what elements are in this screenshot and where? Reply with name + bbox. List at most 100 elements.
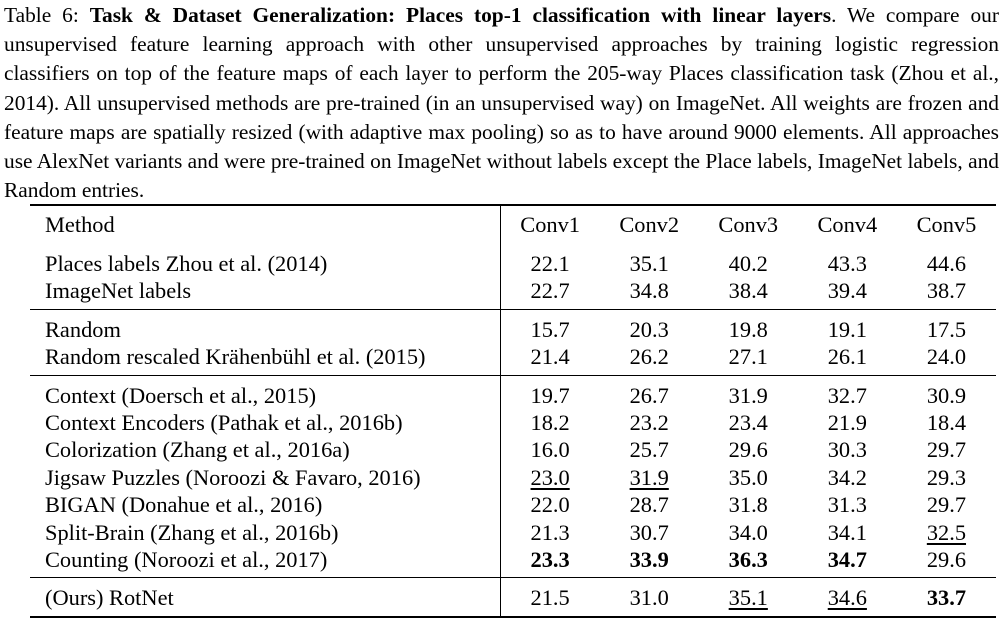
value-cell: 22.7 xyxy=(499,277,600,310)
accuracy-value: 26.1 xyxy=(827,344,867,370)
accuracy-value: 31.0 xyxy=(629,585,669,611)
accuracy-value: 18.4 xyxy=(926,410,967,436)
value-cell: 33.9 xyxy=(600,546,699,578)
value-cell: 18.4 xyxy=(897,409,996,436)
value-cell: 23.3 xyxy=(499,546,600,578)
accuracy-value: 31.9 xyxy=(728,382,768,408)
accuracy-value: 35.1 xyxy=(629,251,669,276)
results-table: Method Conv1 Conv2 Conv3 Conv4 Conv5 Pla… xyxy=(30,204,996,618)
value-cell: 39.4 xyxy=(798,277,897,309)
accuracy-value: 27.1 xyxy=(728,344,768,370)
value-cell: 38.7 xyxy=(897,277,996,309)
value-cell: 34.2 xyxy=(798,464,897,491)
table-row: Colorization (Zhang et al., 2016a) 16.0 25… xyxy=(30,436,996,464)
table-row: Jigsaw Puzzles (Noroozi & Favaro, 2016) 2… xyxy=(30,463,996,492)
value-cell: 44.6 xyxy=(897,244,996,277)
value-cell: 28.7 xyxy=(600,491,699,518)
value-cell: 29.6 xyxy=(699,436,798,463)
accuracy-value: 35.1 xyxy=(728,585,768,611)
method-cell: Context (Doersch et al., 2015) xyxy=(30,374,501,410)
value-cell: 17.5 xyxy=(896,308,996,344)
accuracy-value: 23.4 xyxy=(728,410,768,436)
header-conv4: Conv4 xyxy=(797,204,897,244)
value-cell: 23.4 xyxy=(699,409,798,436)
value-cell: 31.9 xyxy=(600,464,699,491)
header-conv3: Conv3 xyxy=(698,204,798,244)
accuracy-value: 21.5 xyxy=(530,585,570,611)
value-cell: 15.7 xyxy=(499,308,600,344)
value-cell: 30.7 xyxy=(600,519,699,546)
value-cell: 20.3 xyxy=(599,308,699,344)
header-conv5: Conv5 xyxy=(896,204,996,244)
value-cell: 27.1 xyxy=(699,343,798,375)
accuracy-value: 20.3 xyxy=(629,316,669,342)
accuracy-value: 15.7 xyxy=(530,316,570,342)
accuracy-value: 38.7 xyxy=(926,278,967,304)
value-cell: 19.7 xyxy=(499,374,600,410)
accuracy-value: 34.2 xyxy=(827,464,867,490)
value-cell: 29.7 xyxy=(897,491,996,518)
caption-body: . We compare our unsupervised feature le… xyxy=(4,3,999,203)
accuracy-value: 31.3 xyxy=(827,492,867,518)
accuracy-value: 34.0 xyxy=(728,519,768,545)
value-cell: 30.9 xyxy=(896,374,996,410)
value-cell: 29.6 xyxy=(897,546,996,578)
value-cell: 31.8 xyxy=(699,491,798,518)
method-cell: ImageNet labels xyxy=(45,278,192,304)
value-cell: 21.9 xyxy=(798,409,897,436)
accuracy-value: 22.7 xyxy=(530,278,570,304)
caption-prefix: Table 6: xyxy=(4,3,90,27)
value-cell: 34.0 xyxy=(699,519,798,546)
accuracy-value: 40.2 xyxy=(728,251,768,276)
table-row: Places labels Zhou et al. (2014) 22.1 35.1… xyxy=(30,244,996,278)
table-row: Counting (Noroozi et al., 2017) 23.3 33.9 3… xyxy=(30,546,996,578)
method-cell: Counting (Noroozi et al., 2017) xyxy=(45,547,328,573)
accuracy-value: 30.7 xyxy=(629,519,669,545)
table-body: Places labels Zhou et al. (2014) 22.1 35.1… xyxy=(30,244,996,618)
value-cell: 26.1 xyxy=(798,343,897,375)
value-cell: 40.2 xyxy=(699,244,798,277)
accuracy-value: 30.3 xyxy=(827,437,867,463)
value-cell: 34.8 xyxy=(600,277,699,309)
accuracy-value: 26.2 xyxy=(629,344,669,370)
value-cell: 29.7 xyxy=(897,436,996,463)
value-cell: 36.3 xyxy=(699,546,798,578)
value-cell: 34.6 xyxy=(797,577,897,618)
accuracy-value: 18.2 xyxy=(530,410,570,436)
value-cell: 34.1 xyxy=(798,519,897,546)
method-cell: Split-Brain (Zhang et al., 2016b) xyxy=(45,519,339,545)
header-method: Method xyxy=(30,204,501,244)
accuracy-value: 19.1 xyxy=(827,316,867,342)
method-cell: Colorization (Zhang et al., 2016a) xyxy=(45,437,350,463)
accuracy-value: 33.9 xyxy=(629,547,669,573)
accuracy-value: 22.1 xyxy=(530,251,570,276)
method-cell: Random xyxy=(30,308,501,344)
value-cell: 16.0 xyxy=(499,436,600,464)
value-cell: 21.3 xyxy=(499,518,600,547)
header-conv2: Conv2 xyxy=(599,204,699,244)
accuracy-value: 23.2 xyxy=(629,410,669,436)
table-row: ImageNet labels 22.7 34.8 38.4 39.4 38.7 xyxy=(30,277,996,310)
value-cell: 19.8 xyxy=(698,308,798,344)
value-cell: 23.2 xyxy=(600,409,699,436)
method-cell: Places labels Zhou et al. (2014) xyxy=(45,251,328,276)
accuracy-value: 29.3 xyxy=(926,464,967,490)
table-row: Context Encoders (Pathak et al., 2016b) 1… xyxy=(30,409,996,437)
value-cell: 43.3 xyxy=(798,244,897,277)
value-cell: 35.1 xyxy=(600,244,699,277)
accuracy-value: 29.7 xyxy=(926,492,967,518)
value-cell: 24.0 xyxy=(897,343,996,375)
accuracy-value: 29.7 xyxy=(926,437,967,463)
value-cell: 32.7 xyxy=(797,374,897,410)
table-caption: Table 6: Task & Dataset Generalization: … xyxy=(4,1,999,205)
value-cell: 29.3 xyxy=(897,464,996,491)
table-row: BIGAN (Donahue et al., 2016) 22.0 28.7 31.8… xyxy=(30,491,996,519)
value-cell: 25.7 xyxy=(600,436,699,463)
accuracy-value: 16.0 xyxy=(530,437,570,463)
accuracy-value: 31.9 xyxy=(629,464,669,490)
accuracy-value: 34.8 xyxy=(629,278,669,304)
method-cell: (Ours) RotNet xyxy=(30,577,501,618)
table-row: Split-Brain (Zhang et al., 2016b) 21.3 30.… xyxy=(30,518,996,547)
accuracy-value: 25.7 xyxy=(629,437,669,463)
accuracy-value: 44.6 xyxy=(926,251,967,276)
